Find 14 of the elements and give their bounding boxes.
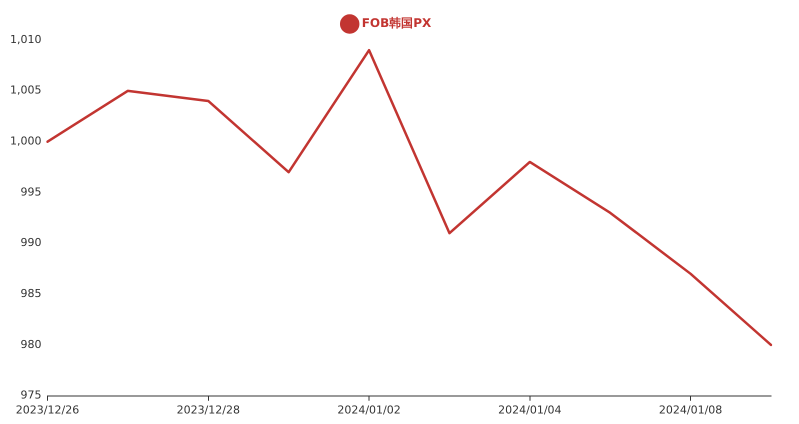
x-tick-label: 2024/01/02 [337, 403, 401, 416]
x-tick-label: 2023/12/26 [16, 403, 80, 416]
y-tick-label: 980 [20, 338, 42, 351]
y-tick-label: 1,000 [10, 134, 42, 148]
y-tick-label: 995 [20, 185, 42, 198]
y-tick-label: 990 [20, 236, 42, 250]
y-tick-label: 1,010 [10, 32, 42, 46]
x-tick-label: 2024/01/04 [498, 403, 562, 416]
x-tick-label: 2024/01/08 [658, 403, 722, 416]
x-tick-label: 2023/12/28 [176, 403, 240, 416]
legend-label: FOB韩国PX [362, 16, 432, 30]
y-tick-label: 975 [20, 388, 42, 402]
y-tick-label: 985 [20, 287, 42, 300]
y-tick-label: 1,005 [10, 84, 42, 97]
